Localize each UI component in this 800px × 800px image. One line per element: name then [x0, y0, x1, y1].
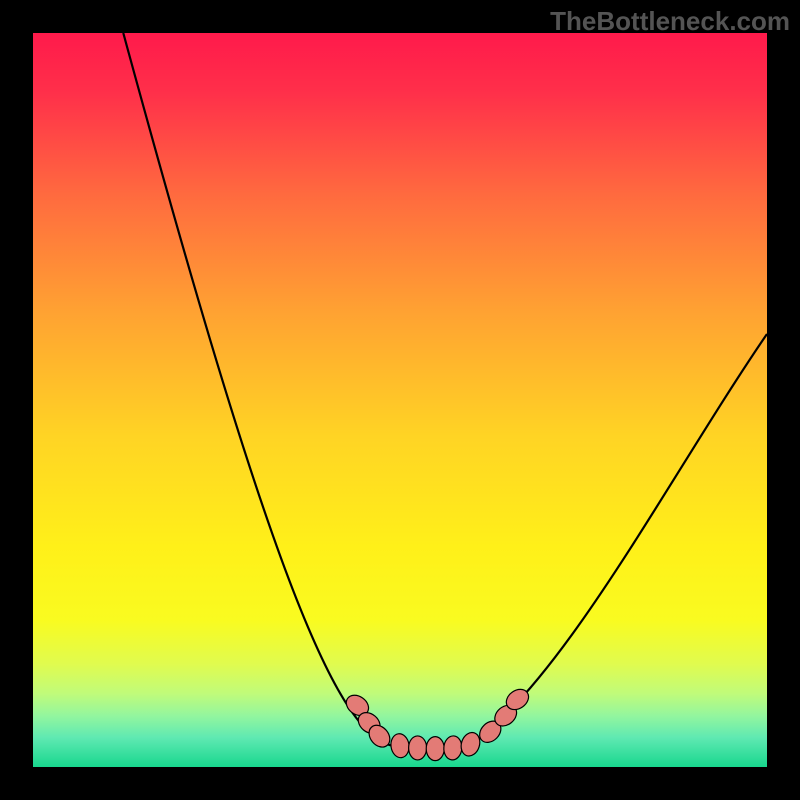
chart-overlay [0, 0, 800, 800]
watermark-text: TheBottleneck.com [550, 6, 790, 37]
curve-marker [458, 730, 483, 758]
curve-marker [409, 736, 427, 760]
curve-marker [426, 737, 444, 761]
curve-marker [389, 733, 410, 759]
chart-frame: TheBottleneck.com [0, 0, 800, 800]
bottleneck-curve [123, 33, 767, 750]
curve-marker [443, 735, 463, 760]
